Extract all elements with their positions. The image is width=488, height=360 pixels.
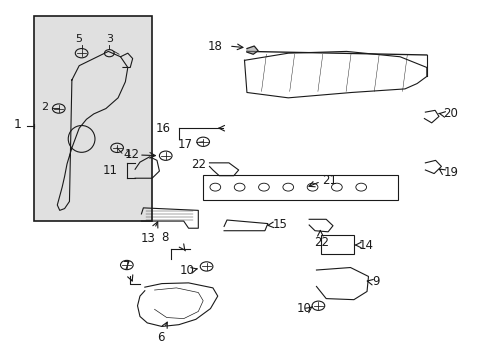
Text: 13: 13 [141,232,155,245]
Text: 11: 11 [103,164,118,177]
Bar [203,175,397,200]
Text: 20: 20 [442,107,457,120]
Bar [34,17,152,221]
Text: 5: 5 [75,33,81,44]
Text: 18: 18 [207,40,222,53]
Text: 1: 1 [14,118,21,131]
Text: 19: 19 [443,166,458,179]
Text: 8: 8 [161,231,168,244]
Text: 16: 16 [155,122,170,135]
Text: 14: 14 [358,239,372,252]
Text: 4: 4 [123,150,131,160]
Text: 17: 17 [177,138,192,151]
Text: 2: 2 [41,102,48,112]
Text: 22: 22 [191,158,206,171]
Text: 10: 10 [180,264,195,276]
Text: 10: 10 [296,302,310,315]
Text: 21: 21 [322,174,337,187]
Text: 6: 6 [157,331,164,344]
Bar [321,235,354,254]
Text: 7: 7 [123,260,130,273]
Text: 22: 22 [313,237,328,249]
Text: 9: 9 [371,275,379,288]
Polygon shape [246,46,258,54]
Text: 12: 12 [125,148,140,162]
Text: 15: 15 [272,218,287,231]
Text: 3: 3 [105,33,113,44]
